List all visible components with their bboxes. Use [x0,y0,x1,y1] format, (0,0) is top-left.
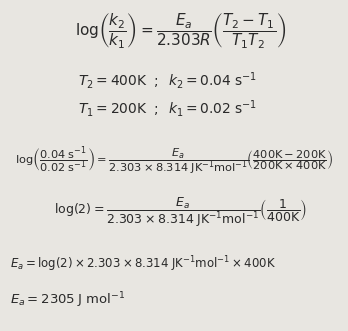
Text: $\log\!\left(\dfrac{0.04\;\mathrm{s}^{-1}}{0.02\;\mathrm{s}^{-1}}\right) = \dfra: $\log\!\left(\dfrac{0.04\;\mathrm{s}^{-1… [15,145,333,177]
Text: $T_2 = 400\mathrm{K}\;\;;\;\; k_2 = 0.04\;\mathrm{s}^{-1}$: $T_2 = 400\mathrm{K}\;\;;\;\; k_2 = 0.04… [78,70,257,91]
Text: $\log\!\left(\dfrac{k_2}{k_1}\right) = \dfrac{E_a}{2.303R}\left(\dfrac{T_2-T_1}{: $\log\!\left(\dfrac{k_2}{k_1}\right) = \… [75,11,286,50]
Text: $E_a = 2305\;\mathrm{J\;mol}^{-1}$: $E_a = 2305\;\mathrm{J\;mol}^{-1}$ [10,290,125,310]
Text: $E_a = \log(2)\times 2.303 \times 8.314\;\mathrm{JK}^{-1}\mathrm{mol}^{-1} \time: $E_a = \log(2)\times 2.303 \times 8.314\… [10,255,276,274]
Text: $T_1 = 200\mathrm{K}\;\;;\;\; k_1 = 0.02\;\mathrm{s}^{-1}$: $T_1 = 200\mathrm{K}\;\;;\;\; k_1 = 0.02… [78,98,257,119]
Text: $\log(2) = \dfrac{E_a}{2.303 \times 8.314\;\mathrm{JK}^{-1}\mathrm{mol}^{-1}}\le: $\log(2) = \dfrac{E_a}{2.303 \times 8.31… [54,196,308,229]
